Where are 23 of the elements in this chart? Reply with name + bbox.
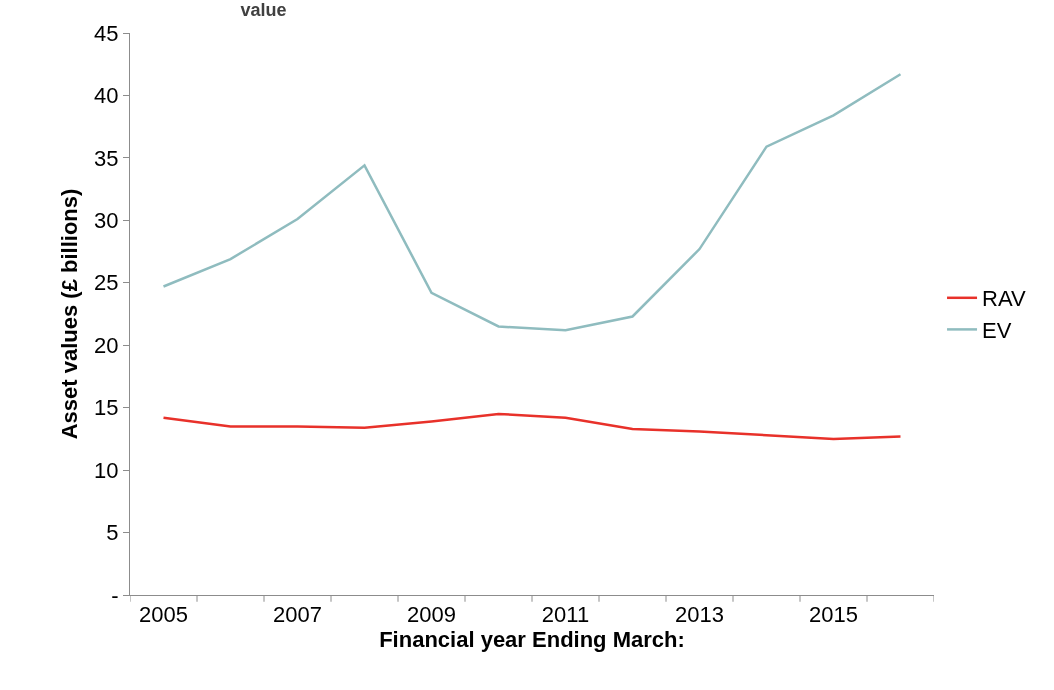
y-tick-label: 40 xyxy=(94,83,119,109)
y-tick-label: 20 xyxy=(94,332,119,358)
y-tick-label: 45 xyxy=(94,20,119,46)
x-tick-label: 2013 xyxy=(675,602,724,628)
y-tick-label: 15 xyxy=(94,395,119,421)
line-series xyxy=(162,72,902,332)
x-axis-title: Financial year Ending March: xyxy=(379,627,685,653)
y-tick-label: 25 xyxy=(94,270,119,296)
y-tick-label: - xyxy=(111,582,119,608)
y-tick-label: 5 xyxy=(106,520,119,546)
x-tick-label: 2009 xyxy=(407,602,456,628)
x-tick-label: 2007 xyxy=(273,602,322,628)
y-tick-label: 35 xyxy=(94,145,119,171)
x-tick-label: 2005 xyxy=(139,602,188,628)
x-tick-label: 2015 xyxy=(809,602,858,628)
legend-label: EV xyxy=(982,317,1012,343)
line-series xyxy=(162,412,902,441)
legend-label: RAV xyxy=(982,286,1026,312)
y-axis-title: Asset values (£ billions) xyxy=(56,188,82,440)
y-tick-label: 30 xyxy=(94,208,119,234)
y-tick-label: 10 xyxy=(94,457,119,483)
x-tick-label: 2011 xyxy=(541,602,590,628)
chart-title: value xyxy=(240,0,287,21)
